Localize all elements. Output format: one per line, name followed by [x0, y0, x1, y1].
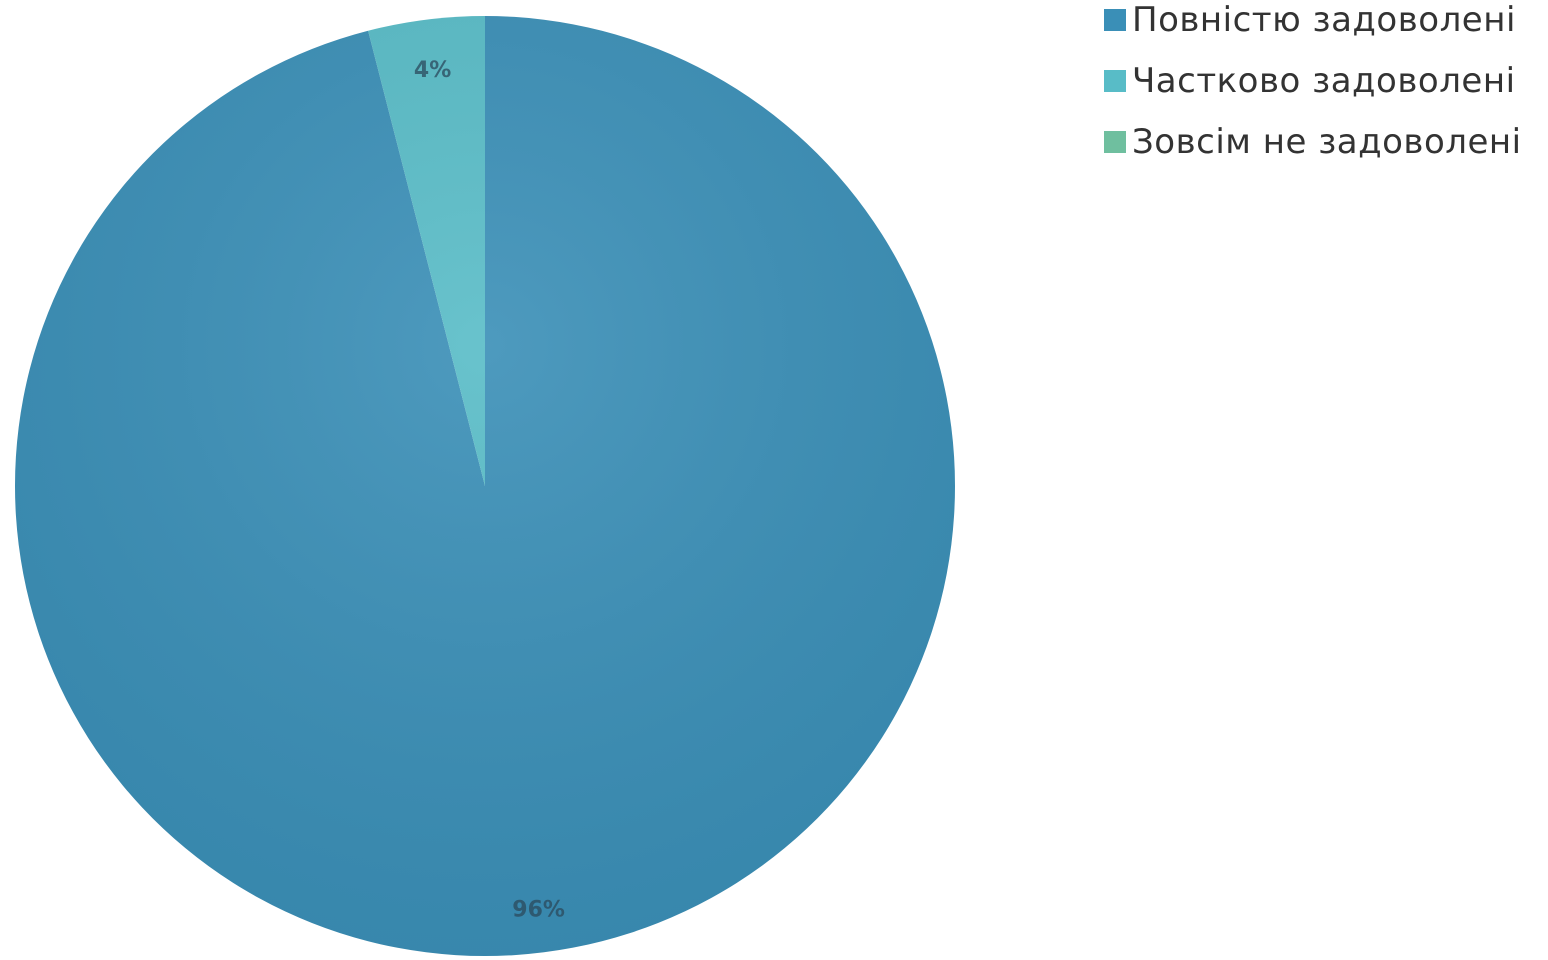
legend-swatch-2	[1104, 70, 1126, 92]
pie-slice-label-1: 96%	[512, 897, 565, 922]
legend-label-3: Зовсім не задоволені	[1132, 122, 1522, 162]
legend-item-2: Частково задоволені	[1104, 61, 1522, 101]
legend: Повністю задоволені Частково задоволені Зо…	[1104, 0, 1522, 183]
legend-label-2: Частково задоволені	[1132, 61, 1516, 101]
pie-slices	[15, 16, 955, 956]
legend-item-1: Повністю задоволені	[1104, 0, 1522, 40]
legend-swatch-3	[1104, 131, 1126, 153]
legend-label-1: Повністю задоволені	[1132, 0, 1516, 40]
legend-swatch-1	[1104, 9, 1126, 31]
pie-slice-label-2: 4%	[414, 58, 451, 83]
legend-item-3: Зовсім не задоволені	[1104, 122, 1522, 162]
